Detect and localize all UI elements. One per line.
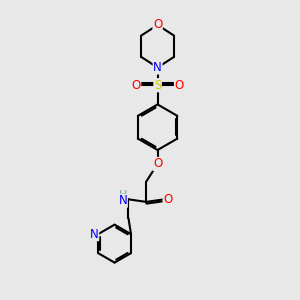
Text: N: N	[118, 194, 127, 207]
Text: H: H	[119, 190, 127, 200]
Text: N: N	[90, 228, 99, 241]
Text: N: N	[153, 61, 162, 74]
Text: O: O	[175, 79, 184, 92]
Text: S: S	[154, 79, 161, 92]
Text: O: O	[163, 193, 172, 206]
Text: O: O	[131, 79, 141, 92]
Text: O: O	[153, 19, 162, 32]
Text: O: O	[153, 158, 162, 170]
